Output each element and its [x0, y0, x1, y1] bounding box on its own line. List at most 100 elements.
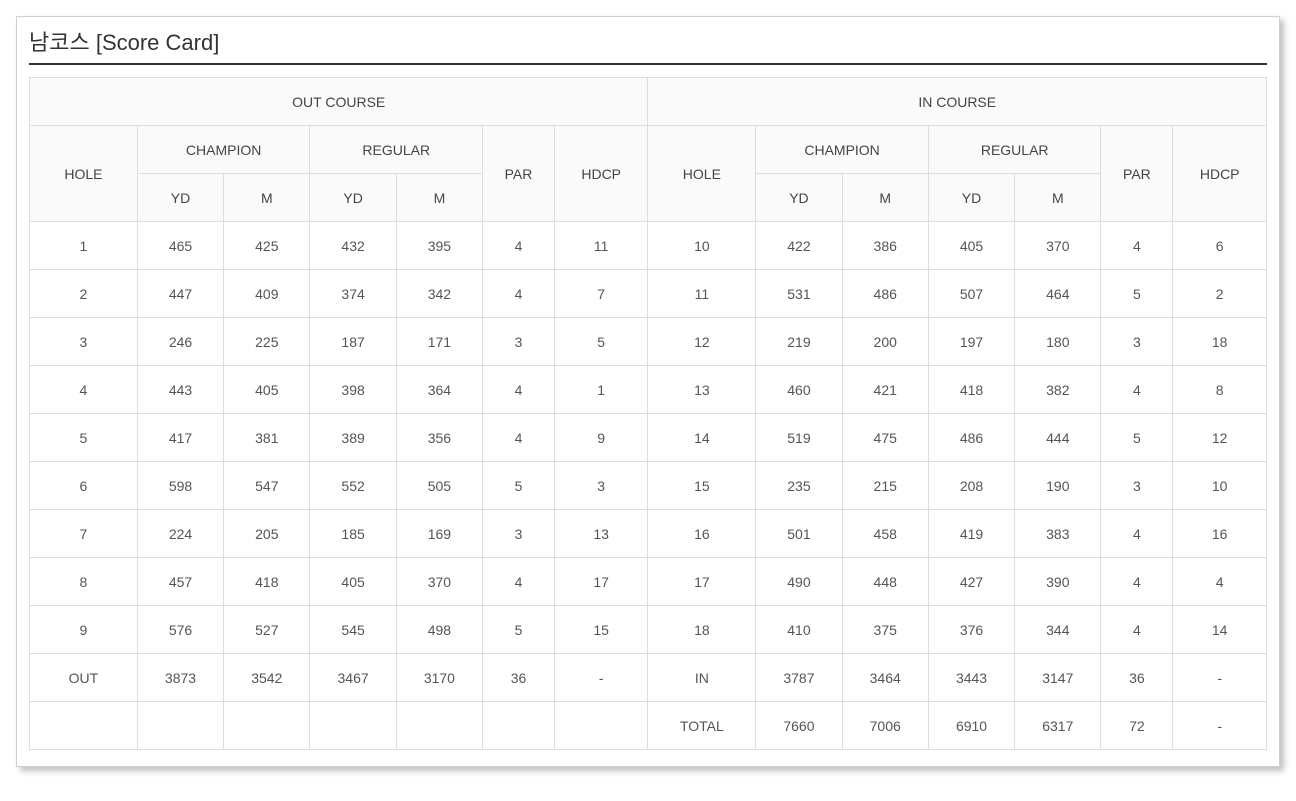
cell-reg_yd: 432 — [310, 222, 396, 270]
cell-par: 4 — [1101, 606, 1173, 654]
cell-reg_m: 342 — [396, 270, 482, 318]
cell-par: 5 — [1101, 270, 1173, 318]
out-course-header: OUT COURSE — [30, 78, 648, 126]
cell-champ_m: 527 — [224, 606, 310, 654]
cell-reg_yd: 507 — [928, 270, 1014, 318]
table-row: 4443405398364411346042141838248 — [30, 366, 1267, 414]
yd-header: YD — [137, 174, 223, 222]
cell-reg_yd: 374 — [310, 270, 396, 318]
cell-champ_m: 405 — [224, 366, 310, 414]
m-header: M — [842, 174, 928, 222]
cell-reg_yd: 185 — [310, 510, 396, 558]
cell-hole: 3 — [30, 318, 138, 366]
cell-hole — [30, 702, 138, 750]
cell-hole: 18 — [648, 606, 756, 654]
cell-champ_m: 3542 — [224, 654, 310, 702]
cell-champ_yd: 519 — [756, 414, 842, 462]
cell-hole: 6 — [30, 462, 138, 510]
cell-reg_m: 383 — [1015, 510, 1101, 558]
cell-par: 3 — [1101, 318, 1173, 366]
cell-reg_yd: 6910 — [928, 702, 1014, 750]
cell-par: 4 — [483, 414, 555, 462]
cell-hole: 4 — [30, 366, 138, 414]
cell-hdcp: 15 — [554, 606, 647, 654]
cell-reg_yd: 486 — [928, 414, 1014, 462]
regular-header-in: REGULAR — [928, 126, 1101, 174]
cell-par: 5 — [1101, 414, 1173, 462]
cell-reg_yd: 3443 — [928, 654, 1014, 702]
cell-champ_m: 200 — [842, 318, 928, 366]
cell-reg_yd: 552 — [310, 462, 396, 510]
cell-hdcp: 2 — [1173, 270, 1267, 318]
cell-hdcp: 9 — [554, 414, 647, 462]
cell-par: 36 — [1101, 654, 1173, 702]
table-row: 722420518516931316501458419383416 — [30, 510, 1267, 558]
cell-champ_m: 225 — [224, 318, 310, 366]
scorecard-table: OUT COURSE IN COURSE HOLE CHAMPION REGUL… — [29, 77, 1267, 750]
yd-header: YD — [310, 174, 396, 222]
cell-reg_yd: 419 — [928, 510, 1014, 558]
cell-par: 4 — [1101, 222, 1173, 270]
cell-champ_m: 3464 — [842, 654, 928, 702]
table-row: 957652754549851518410375376344414 — [30, 606, 1267, 654]
cell-hdcp: 11 — [554, 222, 647, 270]
cell-champ_yd: 501 — [756, 510, 842, 558]
table-body: 1465425432395411104223864053704624474093… — [30, 222, 1267, 750]
cell-hole: 2 — [30, 270, 138, 318]
cell-hole: 1 — [30, 222, 138, 270]
cell-hdcp: 6 — [1173, 222, 1267, 270]
hdcp-header-in: HDCP — [1173, 126, 1267, 222]
cell-champ_m — [224, 702, 310, 750]
cell-champ_yd: 422 — [756, 222, 842, 270]
cell-champ_yd: 490 — [756, 558, 842, 606]
cell-champ_yd: 3787 — [756, 654, 842, 702]
cell-champ_m: 7006 — [842, 702, 928, 750]
cell-hole: 14 — [648, 414, 756, 462]
cell-hdcp: 17 — [554, 558, 647, 606]
cell-hole: 13 — [648, 366, 756, 414]
cell-par: 36 — [483, 654, 555, 702]
cell-champ_m: 375 — [842, 606, 928, 654]
cell-par: 3 — [483, 318, 555, 366]
cell-hdcp: 1 — [554, 366, 647, 414]
cell-hdcp: 3 — [554, 462, 647, 510]
cell-champ_yd: 3873 — [137, 654, 223, 702]
table-row: 54173813893564914519475486444512 — [30, 414, 1267, 462]
cell-hdcp: 5 — [554, 318, 647, 366]
cell-hole: 16 — [648, 510, 756, 558]
cell-par: 4 — [483, 222, 555, 270]
cell-champ_m: 381 — [224, 414, 310, 462]
champion-header-out: CHAMPION — [137, 126, 310, 174]
cell-hdcp: 8 — [1173, 366, 1267, 414]
par-header-in: PAR — [1101, 126, 1173, 222]
hole-header-in: HOLE — [648, 126, 756, 222]
cell-par: 4 — [483, 558, 555, 606]
cell-champ_m: 418 — [224, 558, 310, 606]
cell-reg_yd: 208 — [928, 462, 1014, 510]
cell-par: 3 — [483, 510, 555, 558]
cell-par: 5 — [483, 462, 555, 510]
cell-reg_m: 395 — [396, 222, 482, 270]
cell-par: 4 — [483, 366, 555, 414]
cell-par: 4 — [1101, 510, 1173, 558]
cell-hole: 7 — [30, 510, 138, 558]
cell-reg_m: 382 — [1015, 366, 1101, 414]
cell-champ_yd: 531 — [756, 270, 842, 318]
cell-reg_m: 344 — [1015, 606, 1101, 654]
cell-hdcp: 16 — [1173, 510, 1267, 558]
cell-hole: 15 — [648, 462, 756, 510]
cell-par: 5 — [483, 606, 555, 654]
cell-reg_m: 390 — [1015, 558, 1101, 606]
cell-reg_yd: 418 — [928, 366, 1014, 414]
cell-champ_yd: 598 — [137, 462, 223, 510]
cell-par: 4 — [1101, 558, 1173, 606]
m-header: M — [1015, 174, 1101, 222]
m-header: M — [396, 174, 482, 222]
cell-hole: 11 — [648, 270, 756, 318]
cell-champ_yd: 465 — [137, 222, 223, 270]
cell-champ_m: 215 — [842, 462, 928, 510]
card-title: 남코스 [Score Card] — [29, 23, 1267, 65]
cell-champ_m: 386 — [842, 222, 928, 270]
cell-hdcp: - — [554, 654, 647, 702]
hdcp-header-out: HDCP — [554, 126, 647, 222]
